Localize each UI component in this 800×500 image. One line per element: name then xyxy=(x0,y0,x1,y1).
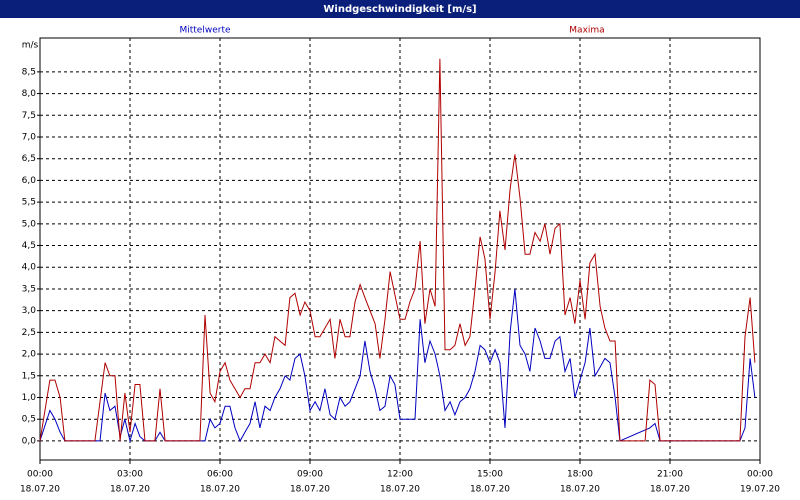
data-line xyxy=(39,58,756,442)
y-tick-label: 3,0 xyxy=(22,306,37,316)
x-tick-label: 06:00 xyxy=(207,470,233,480)
y-tick-label: 6,5 xyxy=(22,154,36,164)
x-tick-date: 18.07.20 xyxy=(110,485,150,495)
x-tick-label: 18:00 xyxy=(567,470,593,480)
y-tick-label: 0,5 xyxy=(22,415,36,425)
y-tick-label: 8,5 xyxy=(22,67,36,77)
y-tick-label: 1,0 xyxy=(22,393,37,403)
x-tick-date: 18.07.20 xyxy=(200,485,240,495)
x-tick-date: 18.07.20 xyxy=(560,485,600,495)
y-tick-label: 7,0 xyxy=(22,132,37,142)
x-tick-date: 18.07.20 xyxy=(650,485,690,495)
x-tick-label: 00:00 xyxy=(27,470,53,480)
x-tick-date: 18.07.20 xyxy=(470,485,510,495)
x-tick-date: 18.07.20 xyxy=(380,485,420,495)
legend-label: Maxima xyxy=(569,26,604,36)
title-bar xyxy=(0,0,800,18)
legend-label: Mittelwerte xyxy=(179,26,230,36)
y-tick-label: 7,5 xyxy=(22,111,36,121)
x-tick-label: 12:00 xyxy=(387,470,413,480)
y-tick-label: 1,5 xyxy=(22,371,36,381)
x-tick-label: 03:00 xyxy=(117,470,143,480)
x-tick-date: 19.07.20 xyxy=(740,485,780,495)
x-tick-label: 09:00 xyxy=(297,470,323,480)
y-tick-label: 6,0 xyxy=(22,176,37,186)
y-tick-label: 3,5 xyxy=(22,284,36,294)
y-tick-label: 2,5 xyxy=(22,328,36,338)
y-tick-label: 5,0 xyxy=(22,219,37,229)
y-tick-label: 5,5 xyxy=(22,198,36,208)
x-tick-label: 21:00 xyxy=(657,470,683,480)
y-tick-label: 8,0 xyxy=(22,89,37,99)
y-axis-label: m/s xyxy=(22,41,39,51)
x-tick-date: 18.07.20 xyxy=(290,485,330,495)
x-tick-date: 18.07.20 xyxy=(20,485,60,495)
y-tick-label: 0,0 xyxy=(22,436,37,446)
y-tick-label: 2,0 xyxy=(22,350,37,360)
x-tick-label: 15:00 xyxy=(477,470,503,480)
y-tick-label: 4,0 xyxy=(22,263,37,273)
x-tick-label: 00:00 xyxy=(747,470,773,480)
chart-title: Windgeschwindigkeit [m/s] xyxy=(323,4,476,15)
y-tick-label: 4,5 xyxy=(22,241,36,251)
